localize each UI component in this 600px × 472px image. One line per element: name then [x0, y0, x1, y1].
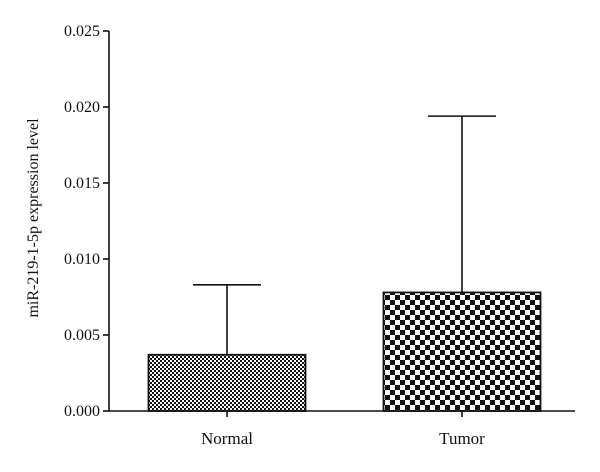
error-bars [193, 115, 496, 355]
x-tick-label: Tumor [439, 429, 485, 448]
y-tick-label: 0.015 [64, 175, 100, 192]
bar-tumor [382, 291, 542, 412]
bar-normal [147, 353, 307, 412]
x-tick-label: Normal [201, 429, 253, 448]
y-axis-title: miR-219-1-5p expression level [25, 118, 42, 318]
y-tick-label: 0.005 [64, 327, 100, 344]
y-axis: 0.000 0.005 0.010 0.015 0.020 0.025 [64, 23, 110, 420]
y-tick-label: 0.010 [64, 251, 100, 268]
y-tick-label: 0.020 [64, 99, 100, 116]
y-tick-label: 0.000 [64, 403, 100, 420]
x-axis: Normal Tumor [109, 410, 575, 448]
y-tick-label: 0.025 [64, 23, 100, 40]
bars [147, 291, 542, 412]
